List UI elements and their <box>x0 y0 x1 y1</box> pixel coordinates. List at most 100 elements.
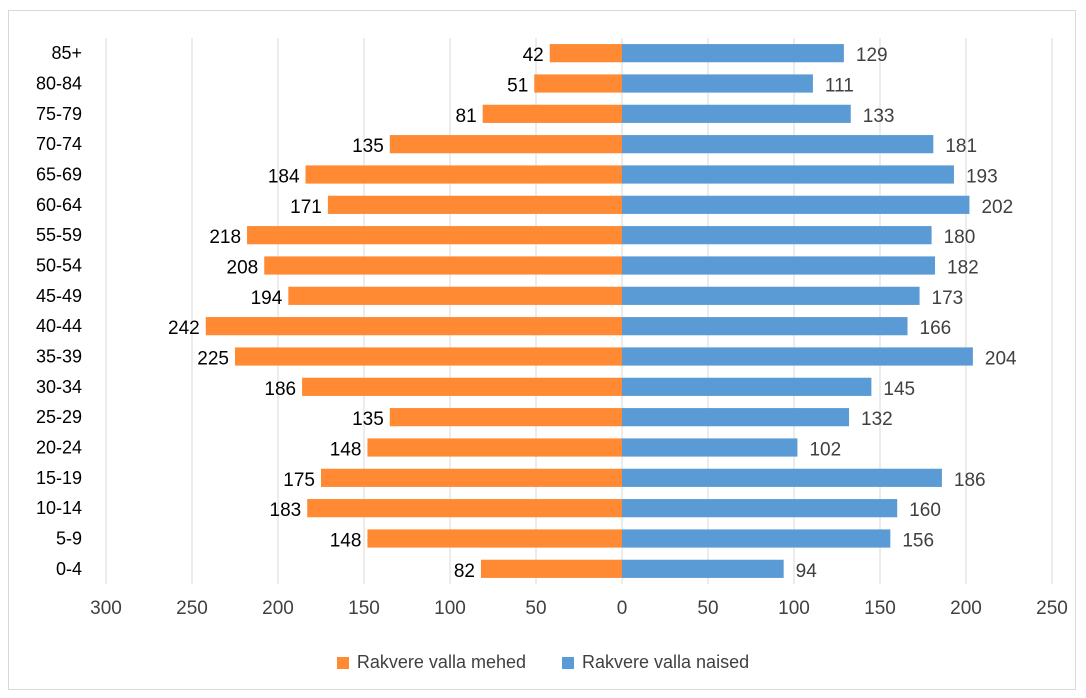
data-label-women: 129 <box>856 45 888 66</box>
x-tick-label: 150 <box>348 598 380 619</box>
bar-women <box>622 165 954 184</box>
category-label: 50-54 <box>36 256 82 276</box>
data-label-men: 183 <box>270 500 302 521</box>
bar-women <box>622 135 934 154</box>
bar-women <box>622 104 851 123</box>
bar-men <box>321 468 622 487</box>
data-label-women: 94 <box>796 561 818 582</box>
category-label: 85+ <box>51 43 82 63</box>
data-label-women: 133 <box>863 106 895 127</box>
bar-women <box>622 408 850 427</box>
data-label-men: 184 <box>268 167 300 188</box>
data-label-men: 135 <box>352 136 384 157</box>
gridlines <box>105 38 1053 584</box>
x-tick-label: 300 <box>90 598 122 619</box>
category-label: 45-49 <box>36 286 82 306</box>
bar-men <box>327 195 622 214</box>
bar-women <box>622 559 784 578</box>
category-label: 35-39 <box>36 347 82 367</box>
data-label-men: 135 <box>352 409 384 430</box>
bar-men <box>367 529 622 548</box>
bar-women <box>622 438 798 457</box>
bar-women <box>622 44 844 63</box>
category-label: 30-34 <box>36 377 82 397</box>
data-label-women: 186 <box>954 470 986 491</box>
data-label-women: 156 <box>902 531 934 552</box>
data-label-women: 111 <box>825 76 854 97</box>
bar-men <box>534 74 622 93</box>
category-label: 40-44 <box>36 316 82 336</box>
data-label-women: 193 <box>966 167 998 188</box>
category-labels: 85+ 80-84 75-79 70-74 65-69 60-64 55-59 50-54 45… <box>36 43 82 579</box>
bar-men <box>288 286 622 305</box>
bar-men <box>367 438 622 457</box>
legend-label-women: Rakvere valla naised <box>582 652 750 672</box>
bar-women <box>622 74 813 93</box>
x-tick-label: 0 <box>617 598 628 619</box>
bar-women <box>622 317 908 336</box>
category-label: 10-14 <box>36 498 82 518</box>
bar-women <box>622 347 973 366</box>
data-label-women: 166 <box>920 318 952 339</box>
bar-women <box>622 286 920 305</box>
data-label-women: 145 <box>883 379 915 400</box>
bar-men <box>302 377 622 396</box>
x-tick-label: 150 <box>864 598 896 619</box>
bar-women <box>622 529 891 548</box>
x-tick-label: 250 <box>1036 598 1068 619</box>
data-label-men: 148 <box>330 440 362 461</box>
x-tick-label: 100 <box>778 598 810 619</box>
x-tick-label: 50 <box>697 598 718 619</box>
category-label: 15-19 <box>36 468 82 488</box>
legend-swatch-men <box>336 656 349 669</box>
bar-women <box>622 499 898 518</box>
bar-men <box>482 104 622 123</box>
legend: Rakvere valla mehed Rakvere valla naised <box>0 652 1086 673</box>
data-label-men: 51 <box>507 76 528 97</box>
bar-men <box>480 559 622 578</box>
data-label-men: 242 <box>168 318 200 339</box>
category-label: 70-74 <box>36 134 82 154</box>
data-label-men: 82 <box>454 561 475 582</box>
data-label-men: 42 <box>523 45 544 66</box>
category-label: 75-79 <box>36 104 82 124</box>
x-tick-label: 50 <box>525 598 546 619</box>
bar-men <box>305 165 622 184</box>
data-label-men: 171 <box>290 197 322 218</box>
bar-men <box>389 408 622 427</box>
data-label-men: 175 <box>283 470 315 491</box>
x-tick-label: 200 <box>950 598 982 619</box>
data-label-men: 81 <box>456 106 477 127</box>
legend-item-women: Rakvere valla naised <box>562 652 749 673</box>
bar-men <box>389 135 622 154</box>
x-tick-label: 200 <box>262 598 294 619</box>
category-label: 65-69 <box>36 165 82 185</box>
legend-label-men: Rakvere valla mehed <box>356 652 526 672</box>
x-tick-label: 250 <box>176 598 208 619</box>
bar-men <box>205 317 622 336</box>
data-label-women: 181 <box>945 136 977 157</box>
x-tick-labels: 300 250 200 150 100 50 0 50 100 150 200 250 <box>90 598 1068 619</box>
data-label-women: 160 <box>909 500 941 521</box>
bar-women <box>622 195 970 214</box>
bar-women <box>622 226 932 245</box>
data-label-men: 186 <box>264 379 296 400</box>
data-label-women: 102 <box>809 440 841 461</box>
bar-men <box>264 256 622 275</box>
bar-men <box>235 347 622 366</box>
legend-swatch-women <box>562 656 574 669</box>
category-label: 55-59 <box>36 225 82 245</box>
bar-women <box>622 256 936 275</box>
value-labels: 42 129 51 111 81 133 135 181 184 193 171 202 218 180 2… <box>168 45 1017 582</box>
data-label-men: 194 <box>251 288 283 309</box>
data-label-women: 173 <box>932 288 964 309</box>
bars <box>205 44 973 578</box>
data-label-men: 218 <box>209 227 241 248</box>
category-label: 80-84 <box>36 74 82 94</box>
bar-men <box>247 226 623 245</box>
bar-women <box>622 468 942 487</box>
data-label-women: 202 <box>981 197 1013 218</box>
data-label-women: 132 <box>861 409 893 430</box>
bar-women <box>622 377 872 396</box>
